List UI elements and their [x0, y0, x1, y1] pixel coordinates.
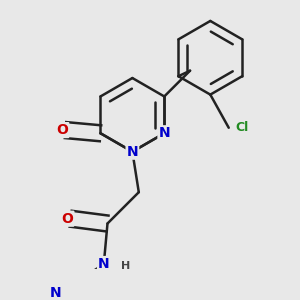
Text: O: O	[56, 123, 68, 137]
Text: N: N	[158, 126, 170, 140]
Text: N: N	[127, 145, 138, 159]
Text: O: O	[61, 212, 74, 226]
Text: Cl: Cl	[235, 121, 248, 134]
Text: N: N	[98, 257, 110, 271]
Text: N: N	[50, 286, 61, 300]
Text: H: H	[122, 261, 131, 271]
